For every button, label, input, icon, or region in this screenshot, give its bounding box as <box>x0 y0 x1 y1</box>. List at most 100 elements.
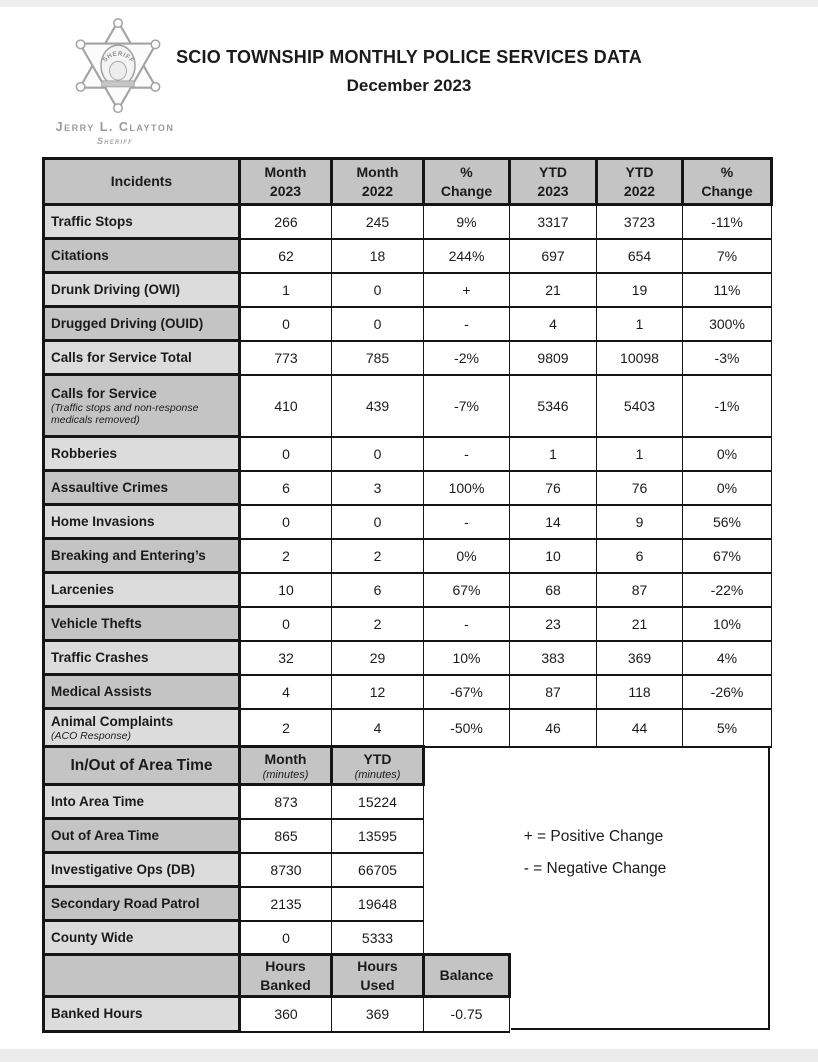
hours-header-empty <box>42 953 241 998</box>
header-line1: Hours <box>357 957 398 974</box>
area-time-label: Into Area Time <box>51 793 145 809</box>
incident-label-cell: Larcenies <box>42 571 241 608</box>
incident-label-cell: Calls for Service (Traffic stops and non-… <box>42 373 241 438</box>
table-row: Robberies 0 0-1 1 0% <box>42 435 772 472</box>
header-line1: Balance <box>439 967 494 983</box>
column-header: YTD 2022 <box>595 157 684 206</box>
table-row: Into Area Time 873 15224 <box>42 783 424 820</box>
column-header: YTD 2023 <box>508 157 598 206</box>
header-line2: Change <box>701 182 753 199</box>
header-line1: Hours <box>265 957 306 974</box>
incident-value-cell: 244% <box>423 237 510 274</box>
incident-label: Breaking and Entering’s <box>51 547 206 563</box>
incident-label: Calls for Service <box>51 385 157 401</box>
legend-positive-change: + = Positive Change <box>523 828 664 845</box>
hours-table-header: Hours Banked Hours Used Balance <box>42 953 511 998</box>
incident-value-cell: 0 <box>331 271 424 308</box>
incident-value-cell: -1% <box>682 373 772 438</box>
incident-value-cell: 1 <box>509 435 597 472</box>
header-line2: Banked <box>260 976 311 993</box>
table-row: Calls for Service (Traffic stops and non-… <box>42 373 772 438</box>
incident-value-cell: 46 <box>509 707 597 748</box>
incident-value-cell: - <box>423 605 510 642</box>
area-time-title: In/Out of Area Time <box>42 745 241 786</box>
table-row: County Wide 0 5333 <box>42 919 424 956</box>
page-title: SCIO TOWNSHIP MONTHLY POLICE SERVICES DA… <box>176 47 642 67</box>
incident-value-cell: 2 <box>239 707 332 748</box>
incidents-table-body: Traffic Stops 266 245 9% 3317 3723 -11% Citatio… <box>42 203 772 748</box>
incident-value-cell: 4% <box>682 639 772 676</box>
incident-value-cell: -7% <box>423 373 510 438</box>
incident-value-cell: 76 <box>596 469 683 506</box>
area-time-month-cell: 865 <box>239 817 332 854</box>
incident-value-cell: 12 <box>331 673 424 710</box>
incident-value-cell: 23 <box>509 605 597 642</box>
incident-value-cell: + <box>423 271 510 308</box>
sheriff-role: Sheriff <box>96 136 134 146</box>
incident-value-cell: 785 <box>331 339 424 376</box>
area-time-header-row: In/Out of Area Time Month (minutes) YTD (min… <box>42 745 425 786</box>
table-row: Larcenies 10 6 67% 68 87 -22% <box>42 571 772 608</box>
incident-label: Robberies <box>51 445 118 461</box>
header-line1: YTD <box>625 163 654 180</box>
incident-value-cell: 2 <box>239 537 332 574</box>
incident-value-cell: 3 <box>331 469 424 506</box>
incident-value-cell: 0 <box>239 305 332 342</box>
incident-value-cell: 67% <box>682 537 772 574</box>
incident-label: Larcenies <box>51 581 115 597</box>
incident-value-cell: 0 <box>239 605 332 642</box>
incident-value-cell: 5346 <box>509 373 597 438</box>
incident-value-cell: 0 <box>331 503 424 540</box>
incident-label-cell: Vehicle Thefts <box>42 605 241 642</box>
incident-value-cell: 9% <box>423 203 510 240</box>
area-time-ytd-cell: 66705 <box>331 851 424 888</box>
incident-value-cell: 118 <box>596 673 683 710</box>
column-header: Hours Used <box>330 953 425 998</box>
header-line1: YTD <box>539 163 567 180</box>
incident-label-cell: Traffic Stops <box>42 203 241 240</box>
table-row: Home Invasions 0 0-14 9 56% <box>42 503 772 540</box>
hours-balance-cell: -0.75 <box>423 995 510 1033</box>
area-time-table-header: In/Out of Area Time Month (minutes) YTD (min… <box>42 745 425 786</box>
incident-value-cell: 0 <box>331 305 424 342</box>
area-time-label-cell: Into Area Time <box>42 783 241 820</box>
area-time-label: Investigative Ops (DB) <box>51 861 196 877</box>
incident-label: Calls for Service Total <box>51 349 192 365</box>
area-time-label: Out of Area Time <box>51 827 160 843</box>
header-line1: % <box>720 163 734 180</box>
incidents-header-row: Incidents Month 2023 Month 2022% Change YTD 202… <box>42 157 773 206</box>
table-row: Vehicle Thefts 0 2-23 21 10% <box>42 605 772 642</box>
incident-value-cell: 32 <box>239 639 332 676</box>
incident-value-cell: 7% <box>682 237 772 274</box>
incidents-table: Incidents Month 2023 Month 2022% Change YTD 202… <box>42 157 773 748</box>
incident-label: Drunk Driving (OWI) <box>51 281 180 297</box>
incident-value-cell: 10% <box>423 639 510 676</box>
hours-table-body: Banked Hours 360 369 -0.75 <box>42 995 510 1033</box>
table-row: Traffic Stops 266 245 9% 3317 3723 -11% <box>42 203 772 240</box>
column-header: Balance <box>422 953 511 998</box>
incident-value-cell: 10% <box>682 605 772 642</box>
area-time-ytd-cell: 5333 <box>331 919 424 956</box>
column-header: Month (minutes) <box>238 745 333 786</box>
area-time-ytd-cell: 19648 <box>331 885 424 922</box>
incident-value-cell: 2 <box>331 605 424 642</box>
incident-value-cell: 0 <box>331 435 424 472</box>
incident-value-cell: 14 <box>509 503 597 540</box>
header-line2: (minutes) <box>354 768 401 781</box>
header-line1: Month <box>264 163 307 180</box>
incident-value-cell: 1 <box>596 435 683 472</box>
incident-value-cell: 4 <box>509 305 597 342</box>
incident-value-cell: 5% <box>682 707 772 748</box>
incident-label: Traffic Crashes <box>51 649 149 665</box>
incident-value-cell: 0 <box>239 435 332 472</box>
incidents-table-header: Incidents Month 2023 Month 2022% Change YTD 202… <box>42 157 773 206</box>
sheriff-name: Jerry L. Clayton <box>55 120 175 134</box>
incident-value-cell: 0% <box>423 537 510 574</box>
column-header: Month 2022 <box>330 157 425 206</box>
incident-label-cell: Medical Assists <box>42 673 241 710</box>
hours-label: Banked Hours <box>51 1006 143 1021</box>
incident-value-cell: 6 <box>331 571 424 608</box>
incident-label-cell: Animal Complaints (ACO Response) <box>42 707 241 748</box>
hours-header-row: Hours Banked Hours Used Balance <box>42 953 511 998</box>
